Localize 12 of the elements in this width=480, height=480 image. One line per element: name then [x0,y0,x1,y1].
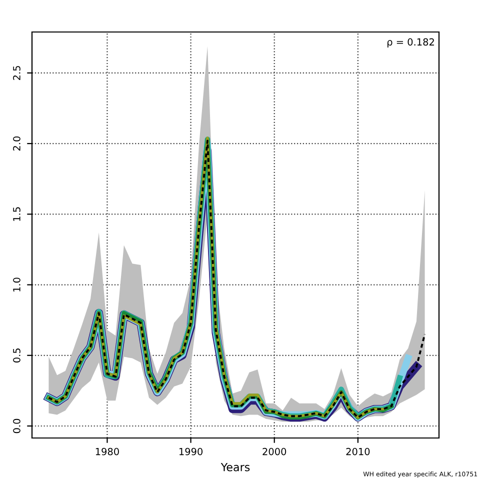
y-tick-label: 1.5 [13,207,20,221]
x-tick-label: 2000 [262,448,286,456]
y-tick-label: 2.5 [13,66,20,80]
y-tick-label: 0.0 [13,418,20,434]
y-tick-label: 2.0 [13,136,20,151]
x-tick-label: 1990 [179,448,203,456]
x-tick-label: 2010 [346,448,370,456]
annotation: ρ = 0.182 [387,38,434,48]
x-tick-label: 1980 [96,448,119,456]
x-axis-title: Years [220,463,250,472]
y-tick-label: 1.0 [13,278,20,292]
y-tick-label: 0.5 [13,348,20,362]
